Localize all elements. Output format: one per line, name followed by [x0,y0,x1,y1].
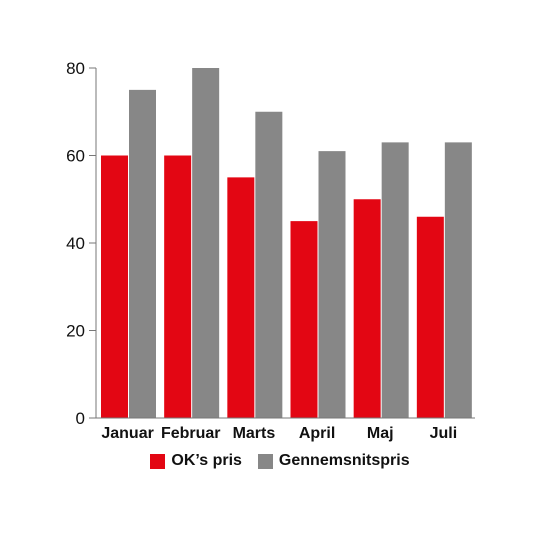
y-tick-label: 20 [66,322,85,341]
bar-gennemsnitspris [255,111,283,418]
y-tick-label: 40 [66,234,85,253]
bars [101,68,472,418]
bar-ok-pris [416,216,444,418]
legend-item-ok-pris: OK’s pris [150,452,242,470]
bar-gennemsnitspris [381,142,409,418]
bar-ok-pris [290,221,318,418]
x-axis: Januar Februar Marts April Maj Juli [96,417,475,442]
legend-item-gennemsnitspris: Gennemsnitspris [257,452,410,470]
y-tick-label: 80 [66,59,85,78]
y-tick-label: 0 [76,409,85,428]
bar-gennemsnitspris [129,89,156,418]
x-tick-label: Februar [161,425,221,442]
bar-ok-pris [353,199,381,418]
bar-gennemsnitspris [192,68,220,418]
x-tick-label: April [299,425,335,442]
y-axis: 0 20 40 60 80 [66,59,97,428]
legend-label-ok-pris: OK’s pris [171,452,242,469]
x-tick-label: Marts [233,425,276,442]
y-tick-label: 60 [66,147,85,166]
bar-ok-pris [164,155,192,418]
bar-gennemsnitspris [444,142,472,418]
bar-ok-pris [227,177,255,418]
legend: OK’s pris Gennemsnitspris [0,452,560,470]
legend-label-gennemsnitspris: Gennemsnitspris [278,452,410,469]
legend-swatch-gennemsnitspris [257,453,273,469]
x-tick-label: Juli [430,425,458,442]
x-tick-label: Maj [367,425,394,442]
bar-gennemsnitspris [318,151,346,418]
x-tick-label: Januar [101,425,153,442]
bar-ok-pris [101,155,128,418]
legend-swatch-ok-pris [150,453,166,469]
